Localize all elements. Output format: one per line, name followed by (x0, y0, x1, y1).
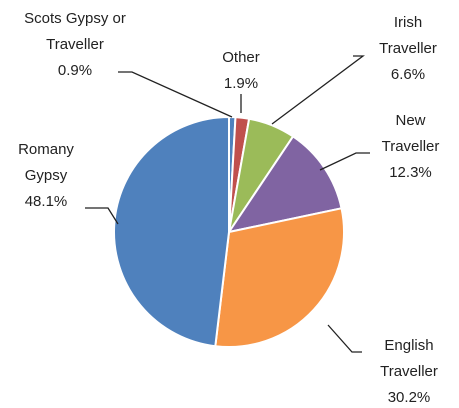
category-label: Irish Traveller (379, 14, 437, 57)
leader-line (327, 324, 362, 353)
slices (113, 115, 345, 348)
value-label: 12.3% (389, 164, 432, 181)
category-label: Scots Gypsy or Traveller (24, 10, 126, 53)
value-label: 0.9% (57, 62, 93, 79)
slice-label: Scots Gypsy or Traveller 0.9% (20, 6, 130, 84)
pie-slice (113, 115, 230, 348)
pie-slice (214, 207, 345, 348)
value-label: 30.2% (387, 389, 431, 406)
value-label: 48.1% (24, 193, 68, 210)
slice-label: Other 1.9% (205, 45, 277, 97)
slice-label: New Traveller 12.3% (368, 108, 453, 186)
slice-label: Irish Traveller 6.6% (368, 10, 448, 88)
category-label: New Traveller (381, 112, 440, 155)
leader-line (118, 71, 233, 118)
slice-label: Romany Gypsy 48.1% (5, 137, 87, 215)
leader-line (85, 207, 119, 225)
category-label: Other (222, 49, 260, 66)
value-label: 1.9% (223, 75, 259, 92)
leader-line (319, 152, 370, 171)
category-label: Romany Gypsy (18, 141, 74, 184)
slice-label: English Traveller 30.2% (364, 333, 454, 408)
leader-line (271, 55, 365, 125)
category-label: English Traveller (380, 337, 438, 380)
value-label: 6.6% (390, 66, 426, 83)
